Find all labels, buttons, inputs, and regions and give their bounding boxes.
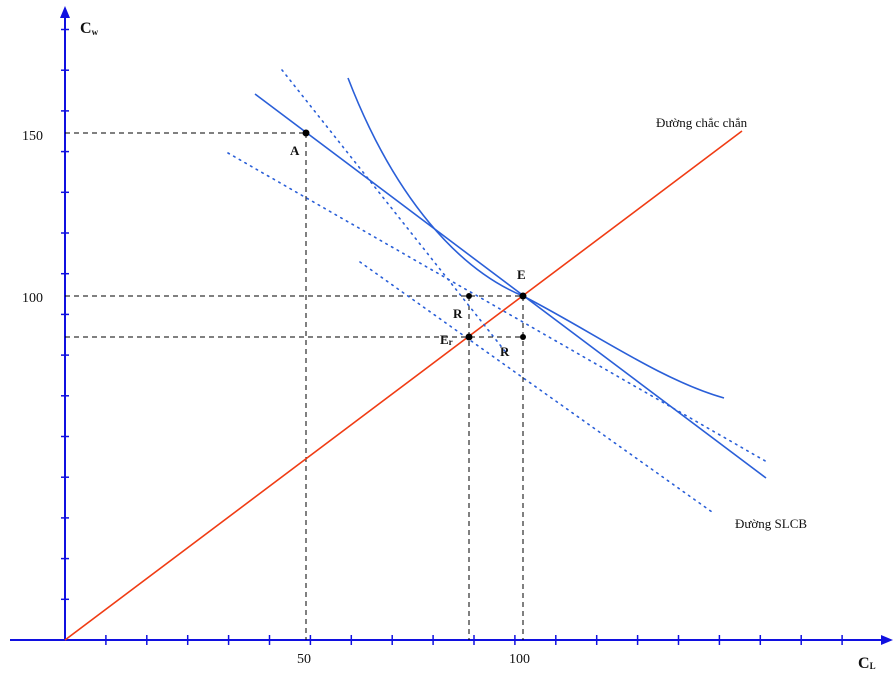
certainty-line-label: Đường chắc chắn	[656, 115, 748, 130]
point-a	[302, 129, 310, 137]
x-axis-arrow	[881, 635, 893, 645]
points	[302, 129, 527, 341]
y-tick-150: 150	[22, 129, 43, 144]
axis-ticks	[61, 28, 843, 645]
x-tick-100: 100	[509, 652, 530, 667]
certainty-line	[64, 130, 743, 641]
y-tick-100: 100	[22, 291, 43, 306]
axes	[10, 6, 893, 645]
dotted-line-steep	[281, 69, 509, 356]
y-axis-arrow	[60, 6, 70, 18]
label-er-sub: r	[449, 337, 453, 347]
dotted-line-upper	[227, 152, 768, 463]
dotted-lines	[227, 69, 768, 513]
solid-curves	[254, 77, 767, 479]
label-e: E	[517, 267, 526, 282]
guide-lines	[65, 132, 524, 640]
point-er	[465, 333, 473, 341]
x-axis-label-sub: L	[870, 661, 876, 671]
point-e	[519, 292, 527, 300]
y-axis-label: Cw	[80, 20, 99, 37]
slcb-line-label: Đường SLCB	[735, 516, 807, 531]
label-r-horizontal: R	[500, 344, 510, 359]
dotted-line-lower	[359, 261, 713, 513]
point-r-upper	[466, 293, 472, 299]
label-er: Er	[440, 332, 453, 347]
x-axis-label: CL	[858, 655, 876, 672]
label-r-vertical: R	[453, 306, 463, 321]
x-tick-50: 50	[297, 652, 311, 667]
point-r-right	[520, 334, 526, 340]
y-axis-label-sub: w	[92, 27, 99, 37]
slcb-line	[254, 93, 767, 479]
label-a: A	[290, 143, 300, 158]
